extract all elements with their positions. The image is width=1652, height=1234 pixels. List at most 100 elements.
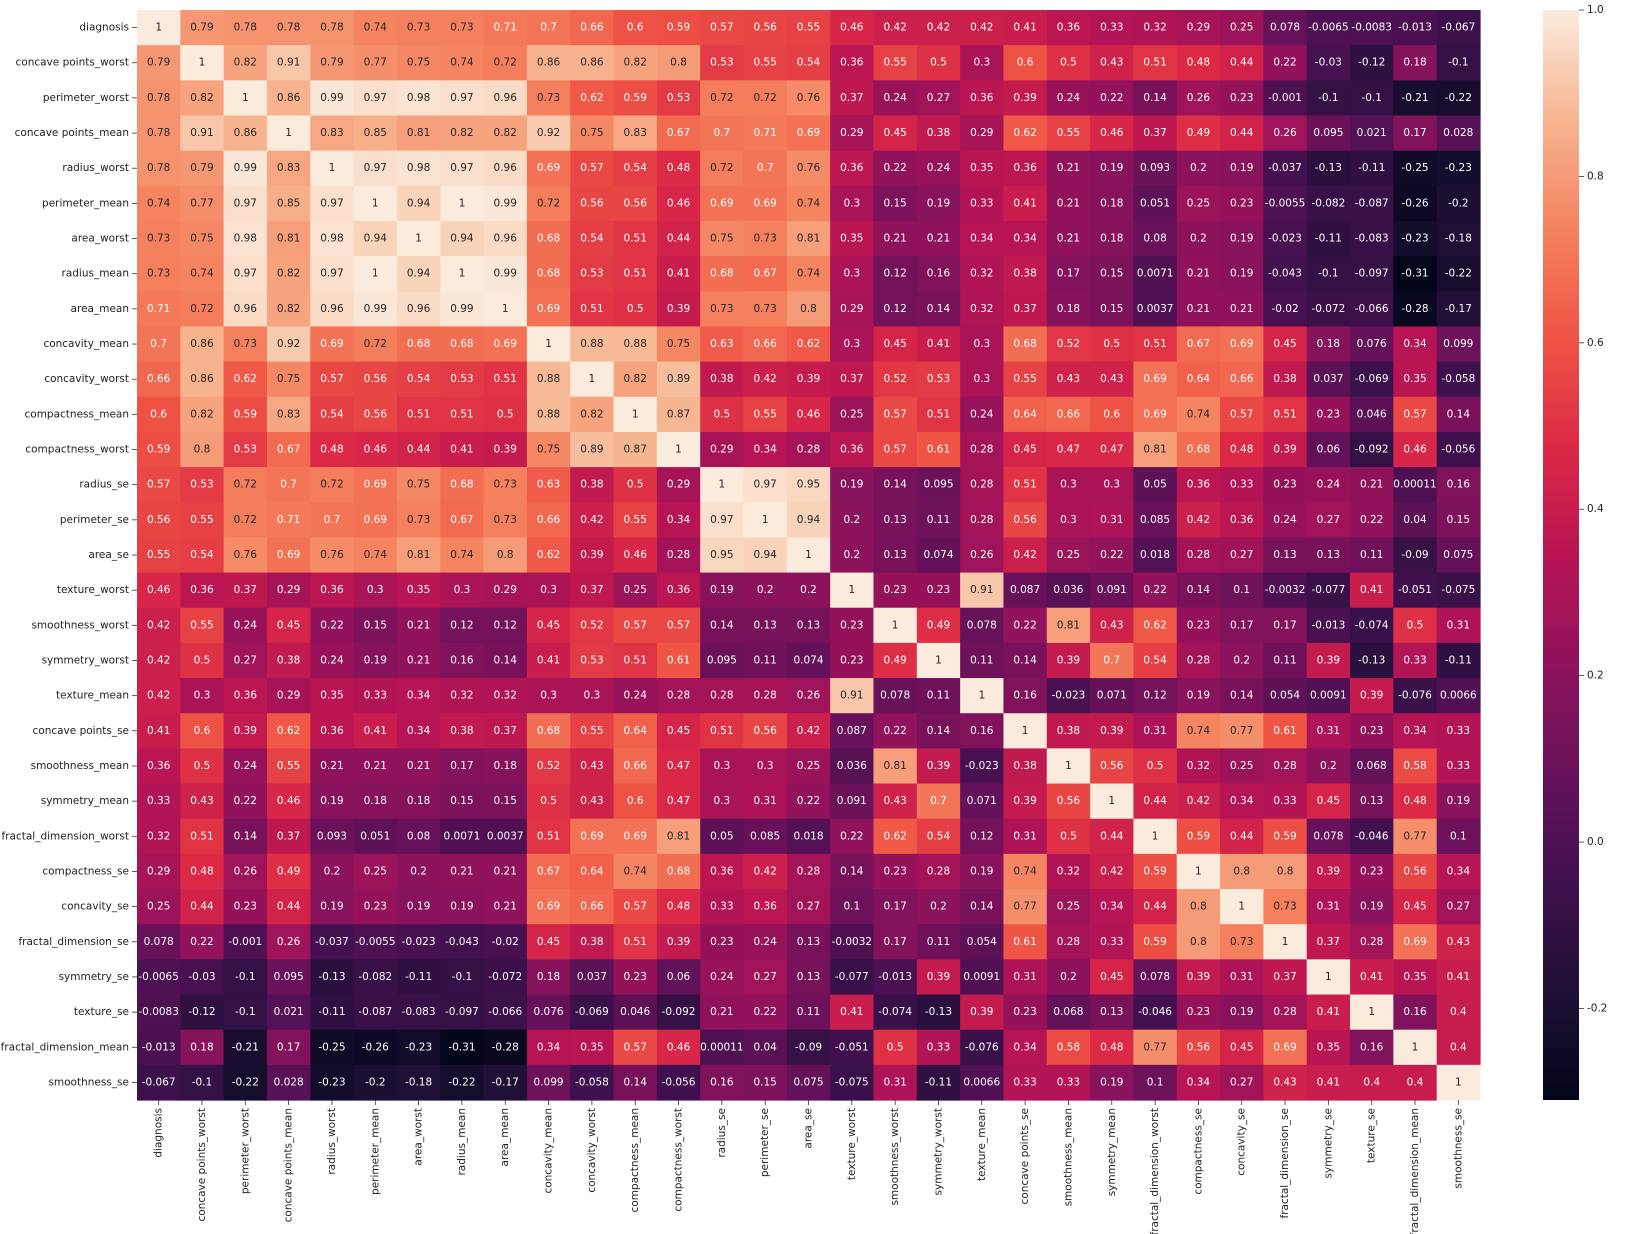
heatmap-cell xyxy=(960,642,1005,679)
colorbar-tick-label: 0.2 xyxy=(1587,670,1604,682)
cell-value-label: -0.037 xyxy=(1268,162,1302,174)
cell-value-label: 0.18 xyxy=(1403,57,1426,69)
heatmap-cell xyxy=(1220,467,1264,503)
cell-value-label: 0.42 xyxy=(147,690,170,702)
cell-value-label: 0.25 xyxy=(1230,760,1253,772)
heatmap-cell xyxy=(1220,678,1264,714)
cell-value-label: 0.31 xyxy=(1100,514,1123,526)
heatmap-cell xyxy=(266,80,311,117)
heatmap-cell xyxy=(1046,220,1091,257)
cell-value-label: 0.2 xyxy=(1190,233,1207,245)
heatmap-cell xyxy=(1090,994,1135,1031)
cell-value-label: 0.74 xyxy=(797,197,821,209)
heatmap-cell xyxy=(830,45,875,81)
heatmap-cell xyxy=(1220,959,1264,996)
heatmap-cell xyxy=(137,572,181,609)
cell-value-label: 0.64 xyxy=(1187,373,1211,385)
cell-value-label: 0.44 xyxy=(1143,901,1167,913)
cell-value-label: 0.81 xyxy=(277,233,300,245)
heatmap-cell xyxy=(310,924,355,960)
cell-value-label: 0.38 xyxy=(1013,760,1036,772)
cell-value-label: 0.74 xyxy=(364,22,388,34)
heatmap-cell xyxy=(1003,783,1048,820)
heatmap-cell xyxy=(1306,642,1351,679)
cell-value-label: 0.25 xyxy=(147,901,170,913)
cell-value-label: 0.087 xyxy=(837,725,867,737)
cell-value-label: -0.013 xyxy=(1398,22,1432,34)
cell-value-label: 0.19 xyxy=(840,479,863,491)
cell-value-label: -0.22 xyxy=(448,1076,475,1088)
cell-value-label: 0.3 xyxy=(194,690,211,702)
heatmap-cell xyxy=(1393,256,1438,292)
heatmap-cell xyxy=(440,10,485,46)
heatmap-cell xyxy=(483,818,528,855)
cell-value-label: 0.49 xyxy=(1187,127,1210,139)
cell-value-label: 0.4 xyxy=(1363,1076,1380,1088)
y-tick-label: smoothness_mean xyxy=(31,760,129,772)
cell-value-label: 0.92 xyxy=(277,338,300,350)
cell-value-label: 0.25 xyxy=(840,408,863,420)
heatmap-cell xyxy=(1436,818,1481,855)
heatmap-cell xyxy=(700,959,745,996)
cell-value-label: 1 xyxy=(155,22,162,34)
cell-value-label: 0.91 xyxy=(277,57,300,69)
cell-value-label: 0.05 xyxy=(710,830,733,842)
cell-value-label: 0.43 xyxy=(1273,1076,1296,1088)
cell-value-label: 0.46 xyxy=(1403,444,1427,456)
heatmap-cell xyxy=(310,431,355,468)
cell-value-label: 0.34 xyxy=(753,444,777,456)
cell-value-label: 0.38 xyxy=(1273,373,1296,385)
heatmap-cell xyxy=(483,256,528,292)
cell-value-label: 0.72 xyxy=(234,514,257,526)
cell-value-label: 0.87 xyxy=(624,444,647,456)
heatmap-cell xyxy=(223,924,268,960)
heatmap-cell xyxy=(440,537,485,574)
heatmap-cell xyxy=(1436,678,1481,714)
cell-value-label: 0.66 xyxy=(580,22,604,34)
heatmap-cell xyxy=(266,1064,311,1101)
y-tick-label: compactness_se xyxy=(42,865,129,877)
heatmap-cell xyxy=(1220,502,1264,539)
cell-value-label: 0.19 xyxy=(1230,162,1253,174)
cell-value-label: 0.69 xyxy=(1143,373,1166,385)
heatmap-cell xyxy=(1263,853,1308,890)
cell-value-label: 0.27 xyxy=(1317,514,1340,526)
cell-value-label: 0.56 xyxy=(753,22,777,34)
heatmap-cell xyxy=(1306,396,1351,433)
cell-value-label: 0.12 xyxy=(970,830,993,842)
heatmap-cell xyxy=(570,1029,615,1066)
cell-value-label: 0.29 xyxy=(970,127,993,139)
heatmap-cell xyxy=(873,467,918,503)
cell-value-label: 0.52 xyxy=(537,760,560,772)
heatmap-cell xyxy=(830,537,875,574)
cell-value-label: 0.7 xyxy=(930,795,947,807)
heatmap-cell xyxy=(1176,10,1221,46)
heatmap-cell xyxy=(743,959,788,996)
cell-value-label: 0.67 xyxy=(450,514,473,526)
cell-value-label: 0.51 xyxy=(407,408,430,420)
cell-value-label: 0.49 xyxy=(927,619,950,631)
cell-value-label: 0.0071 xyxy=(1137,268,1174,280)
heatmap-cell xyxy=(266,818,311,855)
heatmap-cell xyxy=(916,150,961,187)
cell-value-label: -0.1 xyxy=(192,1076,213,1088)
heatmap-cell xyxy=(1436,783,1481,820)
heatmap-cell xyxy=(786,713,831,749)
heatmap-cell xyxy=(223,642,268,679)
cell-value-label: 1 xyxy=(1368,1006,1375,1018)
cell-value-label: -0.26 xyxy=(1401,197,1428,209)
heatmap-cell xyxy=(137,1064,181,1101)
heatmap-cell xyxy=(786,115,831,152)
heatmap-cell xyxy=(353,45,398,81)
heatmap-cell xyxy=(613,220,658,257)
cell-value-label: 0.036 xyxy=(1053,584,1083,596)
heatmap-cell xyxy=(700,853,745,890)
cell-value-label: 0.31 xyxy=(1143,725,1166,737)
cell-value-label: 1 xyxy=(1152,830,1159,842)
cell-value-label: 0.69 xyxy=(277,549,300,561)
heatmap-cell xyxy=(396,10,441,46)
heatmap-cell xyxy=(1046,185,1091,222)
cell-value-label: 0.53 xyxy=(190,479,213,491)
cell-value-label: 0.47 xyxy=(1057,444,1080,456)
cell-value-label: 0.67 xyxy=(753,268,776,280)
